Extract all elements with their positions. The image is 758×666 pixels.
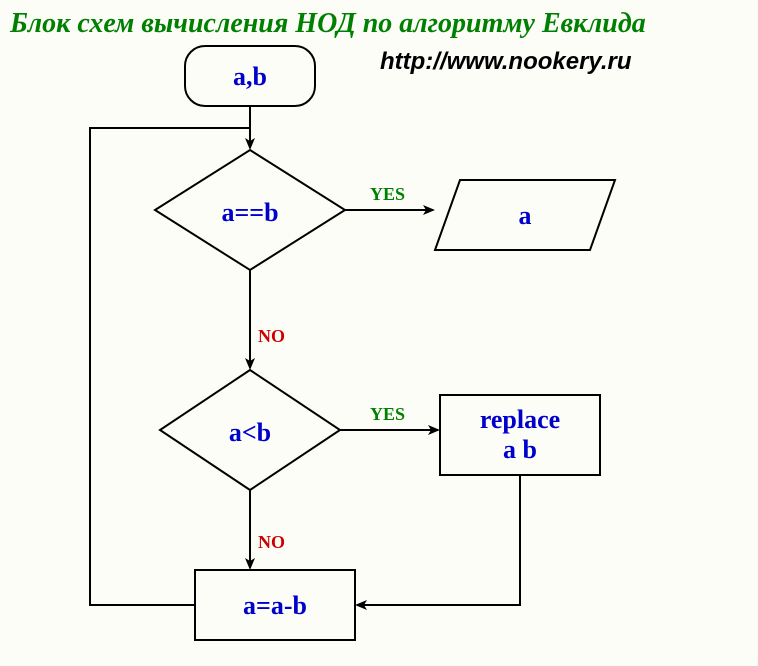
node-cmp-lt-label: a<b (229, 418, 271, 447)
node-out-a-label: a (519, 201, 532, 230)
label-eq-yes: YES (370, 184, 405, 204)
label-lt-yes: YES (370, 404, 405, 424)
label-eq-no: NO (258, 326, 285, 346)
label-lt-no: NO (258, 532, 285, 552)
node-cmp-eq-label: a==b (221, 198, 278, 227)
edge-replace-sub (357, 475, 520, 605)
node-replace-line1: replace (480, 405, 560, 434)
node-replace-line2: a b (503, 435, 537, 464)
node-start-label: a,b (233, 62, 267, 91)
flowchart-svg: a,b a==b YES a NO a<b YES replace a b NO… (0, 0, 758, 666)
node-sub-label: a=a-b (243, 591, 307, 620)
